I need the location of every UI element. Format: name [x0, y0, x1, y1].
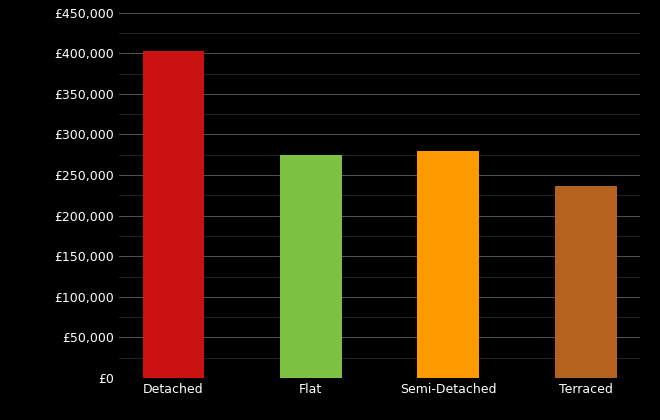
Bar — [143, 51, 205, 378]
Bar — [554, 186, 616, 378]
Bar — [417, 151, 479, 378]
Bar — [280, 155, 342, 378]
